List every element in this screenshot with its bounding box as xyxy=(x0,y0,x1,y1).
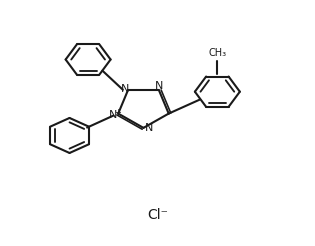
Text: N: N xyxy=(108,110,117,120)
Text: N: N xyxy=(155,81,163,91)
Text: N: N xyxy=(121,84,129,93)
Text: Cl⁻: Cl⁻ xyxy=(147,208,168,222)
Text: N: N xyxy=(145,123,153,133)
Text: +: + xyxy=(114,108,121,117)
Text: CH₃: CH₃ xyxy=(208,48,226,58)
